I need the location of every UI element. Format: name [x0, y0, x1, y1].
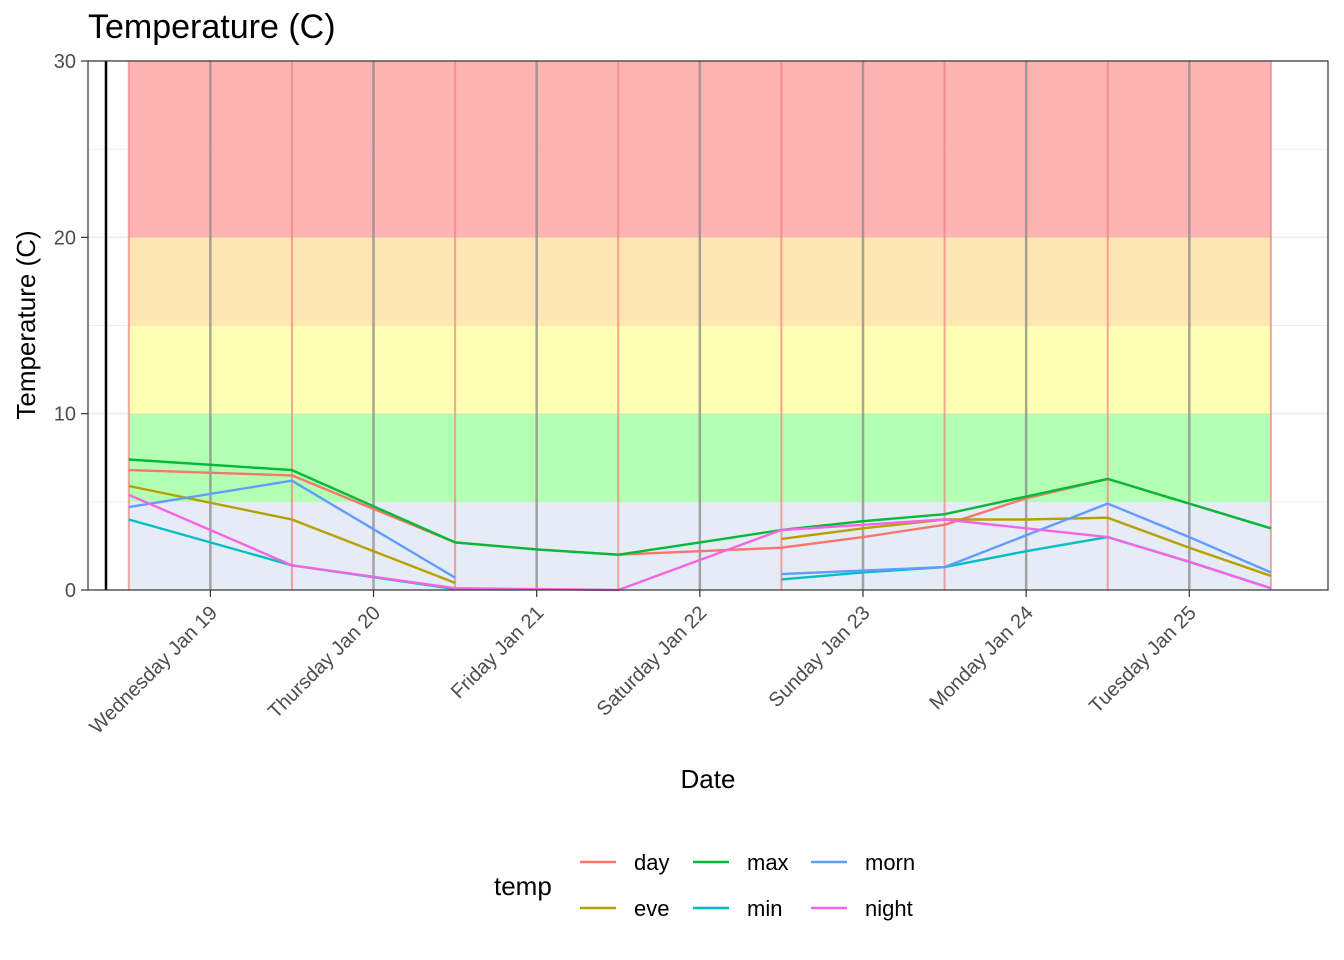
- legend-label-max: max: [747, 850, 789, 875]
- series-line-eve: [781, 516, 1272, 578]
- y-tick-label: 30: [54, 51, 76, 73]
- x-tick-label: Saturday Jan 22: [593, 602, 712, 721]
- legend: temp day eve max min morn night: [494, 850, 915, 921]
- x-tick-label: Sunday Jan 23: [765, 602, 875, 712]
- chart-title: Temperature (C): [88, 8, 336, 46]
- day-lines: [127, 61, 1272, 590]
- y-tick-label: 0: [65, 580, 76, 602]
- y-axis: 0 10 20 30: [54, 51, 88, 602]
- series-line-night: [128, 493, 1272, 592]
- legend-items: day eve max min morn night: [580, 850, 915, 921]
- y-tick-label: 10: [54, 404, 76, 426]
- legend-label-min: min: [747, 896, 782, 921]
- x-tick-label: Wednesday Jan 19: [86, 602, 222, 738]
- series-line-morn: [128, 479, 456, 579]
- x-tick-label: Monday Jan 24: [925, 602, 1037, 714]
- x-tick-label: Thursday Jan 20: [264, 602, 385, 723]
- x-axis: Wednesday Jan 19 Thursday Jan 20 Friday Ja…: [86, 590, 1201, 738]
- y-axis-title: Temperature (C): [11, 230, 41, 419]
- x-tick-label: Tuesday Jan 25: [1085, 602, 1201, 718]
- legend-label-night: night: [865, 896, 913, 921]
- y-tick-label: 20: [54, 227, 76, 249]
- x-axis-title: Date: [681, 764, 736, 794]
- x-tick-label: Friday Jan 21: [447, 602, 548, 703]
- legend-label-eve: eve: [634, 896, 669, 921]
- legend-label-day: day: [634, 850, 669, 875]
- legend-title: temp: [494, 871, 552, 901]
- legend-label-morn: morn: [865, 850, 915, 875]
- plot-panel: [87, 60, 1329, 592]
- series-line-morn: [781, 502, 1272, 576]
- series-lines: [128, 458, 1272, 592]
- panel-border: [87, 60, 1329, 591]
